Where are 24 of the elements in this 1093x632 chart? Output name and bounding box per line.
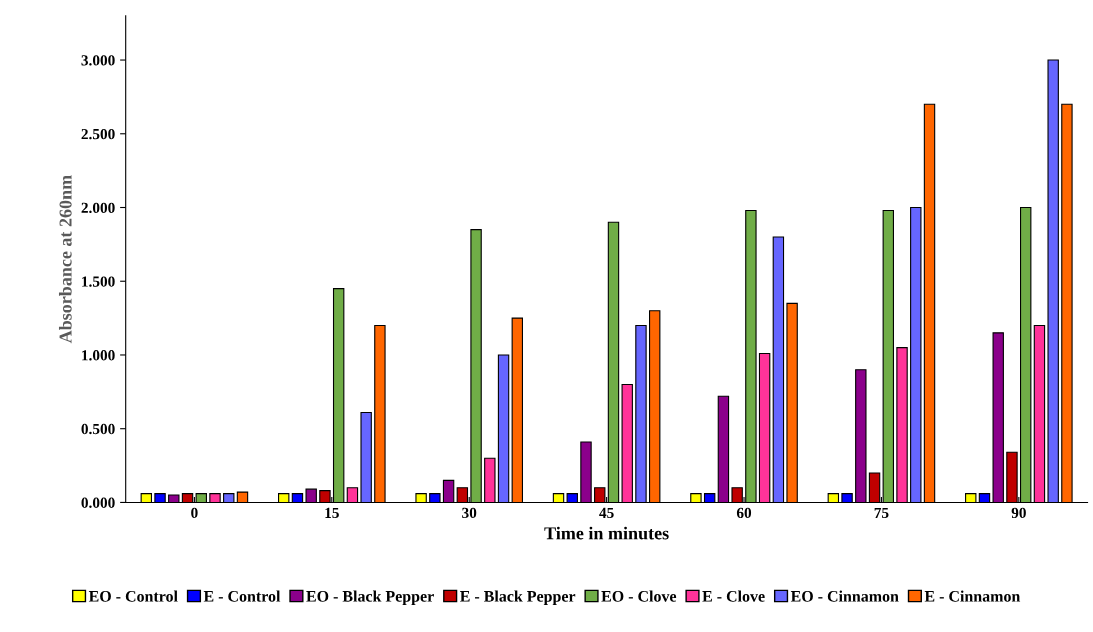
y-tick-label: 1.500 bbox=[82, 276, 115, 287]
legend-label: EO - Control bbox=[88, 590, 178, 602]
x-tick-label: 90 bbox=[1011, 507, 1026, 519]
legend-label: EO - Cinnamon bbox=[790, 590, 899, 602]
x-tick-label: 45 bbox=[599, 507, 614, 519]
y-tick-label: 3.000 bbox=[81, 55, 115, 66]
legend-label: E - Black Pepper bbox=[460, 590, 576, 605]
y-tick-label: 0.500 bbox=[81, 423, 115, 435]
x-tick-label: 60 bbox=[736, 507, 752, 519]
legend-label: EO - Black Pepper bbox=[306, 590, 434, 605]
legend-label: E - Clove bbox=[702, 590, 765, 602]
y-tick-label: 2.000 bbox=[81, 202, 115, 214]
legend-label: E - Cinnamon bbox=[924, 590, 1021, 602]
y-tick-label: 1.000 bbox=[82, 350, 115, 361]
y-tick-label: 2.500 bbox=[81, 128, 115, 140]
y-axis-title: Absorbance at 260nm bbox=[58, 175, 72, 344]
x-tick-label: 0 bbox=[191, 507, 198, 519]
x-tick-label: 30 bbox=[462, 507, 477, 519]
x-tick-label: 75 bbox=[874, 507, 889, 519]
x-axis-title: Time in minutes bbox=[544, 526, 669, 540]
x-tick-label: 15 bbox=[325, 507, 339, 519]
legend-label: E - Control bbox=[203, 590, 281, 602]
legend-label: EO - Clove bbox=[601, 590, 677, 602]
y-tick-label: 0.000 bbox=[81, 497, 115, 508]
